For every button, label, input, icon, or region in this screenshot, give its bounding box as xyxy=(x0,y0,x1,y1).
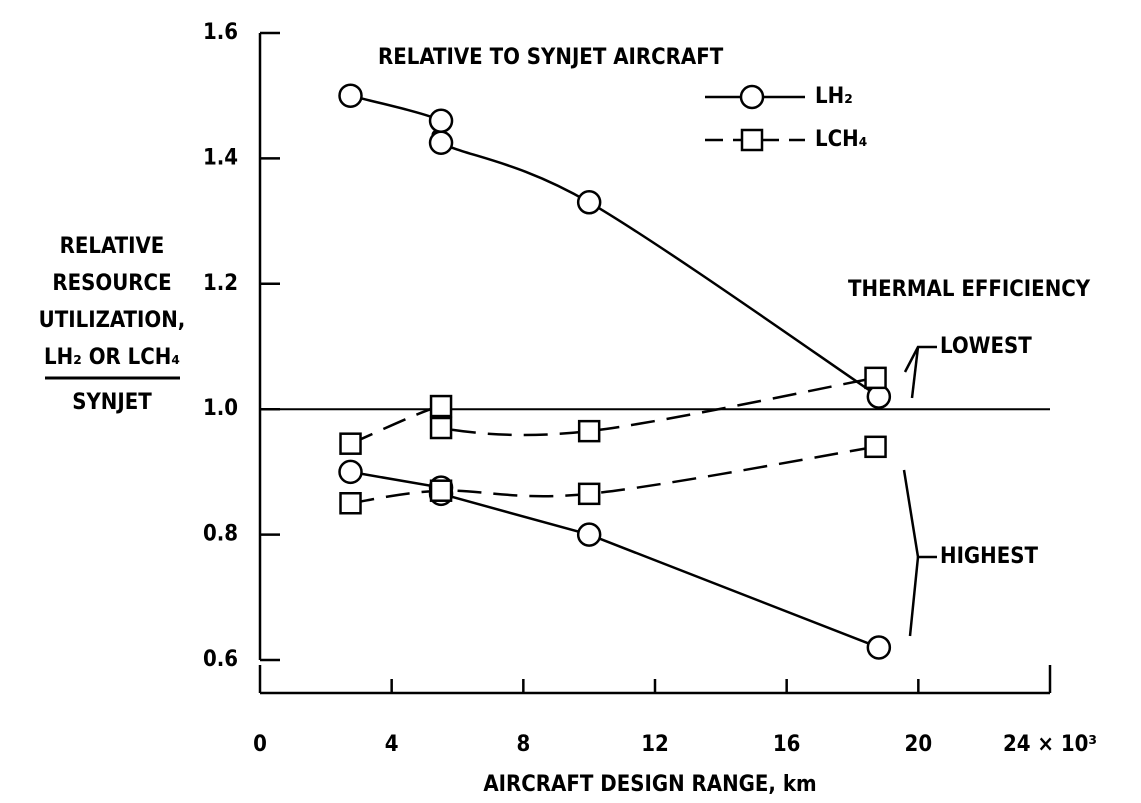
data-line xyxy=(350,445,876,505)
y-axis-label: SYNJET xyxy=(72,390,152,415)
annotation: HIGHEST xyxy=(940,544,1039,569)
leader-lines xyxy=(902,345,937,637)
leader-line xyxy=(903,345,937,373)
point xyxy=(428,130,454,155)
x-tick-label: 8 xyxy=(516,732,530,757)
point xyxy=(429,479,453,502)
point xyxy=(338,459,363,485)
point xyxy=(866,635,892,660)
y-axis-label: RELATIVE xyxy=(60,234,165,259)
x-axis-label: AIRCRAFT DESIGN RANGE, km xyxy=(483,772,816,797)
y-tick-label: 1.2 xyxy=(203,271,238,296)
legend-label: LCH₄ xyxy=(815,127,867,152)
x-tick-label: 4 xyxy=(385,732,399,757)
point xyxy=(429,394,453,418)
chart-title: RELATIVE TO SYNJET AIRCRAFT xyxy=(378,45,724,70)
y-axis-label: RESOURCE xyxy=(52,271,171,296)
y-tick-label: 1.4 xyxy=(203,145,238,170)
point xyxy=(339,432,362,455)
data-line xyxy=(350,376,876,445)
x-tick-label: 20 xyxy=(905,732,933,757)
leader-line xyxy=(902,469,937,559)
y-axis-label: UTILIZATION, xyxy=(39,308,186,333)
legend-label: LH₂ xyxy=(815,84,853,109)
leader-line xyxy=(910,346,920,399)
point xyxy=(577,419,601,443)
annotation: THERMAL EFFICIENCY xyxy=(848,277,1091,302)
leader-line xyxy=(908,556,920,637)
point xyxy=(339,492,362,515)
y-tick-label: 1.0 xyxy=(203,396,238,421)
point xyxy=(864,435,887,459)
y-tick-label: 0.6 xyxy=(203,647,238,672)
point xyxy=(576,522,602,547)
point xyxy=(576,190,602,215)
x-tick-label: 0 xyxy=(253,732,267,757)
annotation: LOWEST xyxy=(940,334,1032,359)
point xyxy=(429,416,453,440)
y-tick-label: 1.6 xyxy=(203,20,238,45)
y-tick-label: 0.8 xyxy=(203,522,238,547)
legend-marker xyxy=(739,84,765,110)
x-tick-label: 12 xyxy=(641,732,669,757)
point xyxy=(338,83,363,108)
point xyxy=(428,108,454,134)
x-tick-label: 16 xyxy=(773,732,801,757)
point xyxy=(864,366,887,390)
point xyxy=(577,482,601,506)
x-tick-label: 24 × 10³ xyxy=(1003,732,1097,757)
legend-marker xyxy=(740,128,764,152)
y-axis-label: LH₂ OR LCH₄ xyxy=(44,345,180,370)
